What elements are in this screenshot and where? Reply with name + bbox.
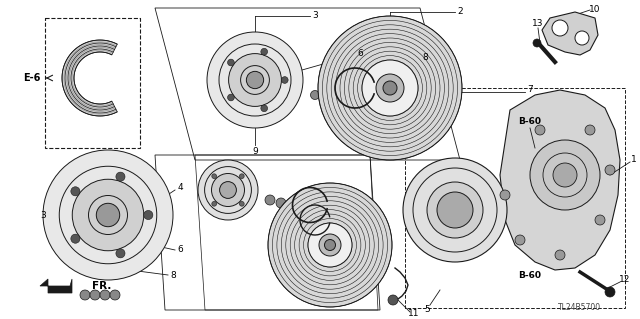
Circle shape xyxy=(376,74,404,102)
Text: 11: 11 xyxy=(408,309,420,318)
Circle shape xyxy=(228,54,282,107)
Text: 8: 8 xyxy=(170,271,176,279)
Circle shape xyxy=(553,163,577,187)
Polygon shape xyxy=(62,40,117,116)
Circle shape xyxy=(535,125,545,135)
Circle shape xyxy=(268,183,392,307)
Circle shape xyxy=(319,95,328,105)
Text: 5: 5 xyxy=(424,305,430,314)
Text: 7: 7 xyxy=(527,85,533,94)
Circle shape xyxy=(362,60,418,116)
Circle shape xyxy=(605,287,615,297)
Circle shape xyxy=(530,140,600,210)
Text: 6: 6 xyxy=(357,48,363,57)
Circle shape xyxy=(80,290,90,300)
Text: 12: 12 xyxy=(620,276,630,285)
Circle shape xyxy=(90,290,100,300)
Circle shape xyxy=(72,179,144,251)
Circle shape xyxy=(427,182,483,238)
Circle shape xyxy=(212,174,216,179)
Circle shape xyxy=(261,48,268,55)
Text: 6: 6 xyxy=(177,246,183,255)
Circle shape xyxy=(308,223,352,267)
Text: TL24B5700: TL24B5700 xyxy=(559,303,602,313)
Circle shape xyxy=(71,234,80,243)
Circle shape xyxy=(328,100,337,109)
Text: 2: 2 xyxy=(457,8,463,17)
Text: 8: 8 xyxy=(422,53,428,62)
Circle shape xyxy=(282,77,288,83)
Circle shape xyxy=(298,204,308,214)
Text: 10: 10 xyxy=(589,4,601,13)
Text: B-60: B-60 xyxy=(518,271,541,279)
Text: 1: 1 xyxy=(631,155,637,165)
Circle shape xyxy=(276,198,286,208)
Circle shape xyxy=(437,192,473,228)
Circle shape xyxy=(116,249,125,258)
Circle shape xyxy=(318,16,462,160)
Circle shape xyxy=(346,110,355,120)
Circle shape xyxy=(595,215,605,225)
Circle shape xyxy=(555,250,565,260)
Circle shape xyxy=(261,105,268,112)
Circle shape xyxy=(100,290,110,300)
Circle shape xyxy=(575,31,589,45)
Circle shape xyxy=(144,211,153,219)
Circle shape xyxy=(246,71,264,89)
Polygon shape xyxy=(542,12,598,55)
Circle shape xyxy=(220,182,236,198)
Circle shape xyxy=(319,234,341,256)
Circle shape xyxy=(116,172,125,181)
Circle shape xyxy=(500,190,510,200)
Text: 3: 3 xyxy=(40,211,46,219)
Circle shape xyxy=(212,201,216,206)
Circle shape xyxy=(43,150,173,280)
Circle shape xyxy=(110,290,120,300)
Circle shape xyxy=(228,94,234,101)
Circle shape xyxy=(403,158,507,262)
Text: 9: 9 xyxy=(252,147,258,157)
Circle shape xyxy=(207,32,303,128)
Circle shape xyxy=(96,203,120,227)
Circle shape xyxy=(287,201,297,211)
Circle shape xyxy=(388,295,398,305)
Circle shape xyxy=(198,160,258,220)
Circle shape xyxy=(585,125,595,135)
Circle shape xyxy=(515,235,525,245)
Bar xyxy=(405,88,625,308)
Circle shape xyxy=(239,201,244,206)
Circle shape xyxy=(228,59,234,66)
Text: 13: 13 xyxy=(532,19,544,27)
Text: 4: 4 xyxy=(177,183,183,192)
Text: 3: 3 xyxy=(312,11,318,20)
Circle shape xyxy=(552,20,568,36)
Circle shape xyxy=(71,187,80,196)
Text: B-60: B-60 xyxy=(518,117,541,127)
Circle shape xyxy=(383,81,397,95)
Text: E-6: E-6 xyxy=(23,73,41,83)
Circle shape xyxy=(310,91,319,100)
Circle shape xyxy=(211,174,244,206)
Circle shape xyxy=(605,165,615,175)
Circle shape xyxy=(533,39,541,47)
Circle shape xyxy=(337,106,346,115)
Text: FR.: FR. xyxy=(92,281,111,291)
Circle shape xyxy=(239,174,244,179)
Circle shape xyxy=(324,240,335,250)
Polygon shape xyxy=(500,90,620,270)
Bar xyxy=(45,18,140,148)
Polygon shape xyxy=(40,279,72,293)
Circle shape xyxy=(265,195,275,205)
